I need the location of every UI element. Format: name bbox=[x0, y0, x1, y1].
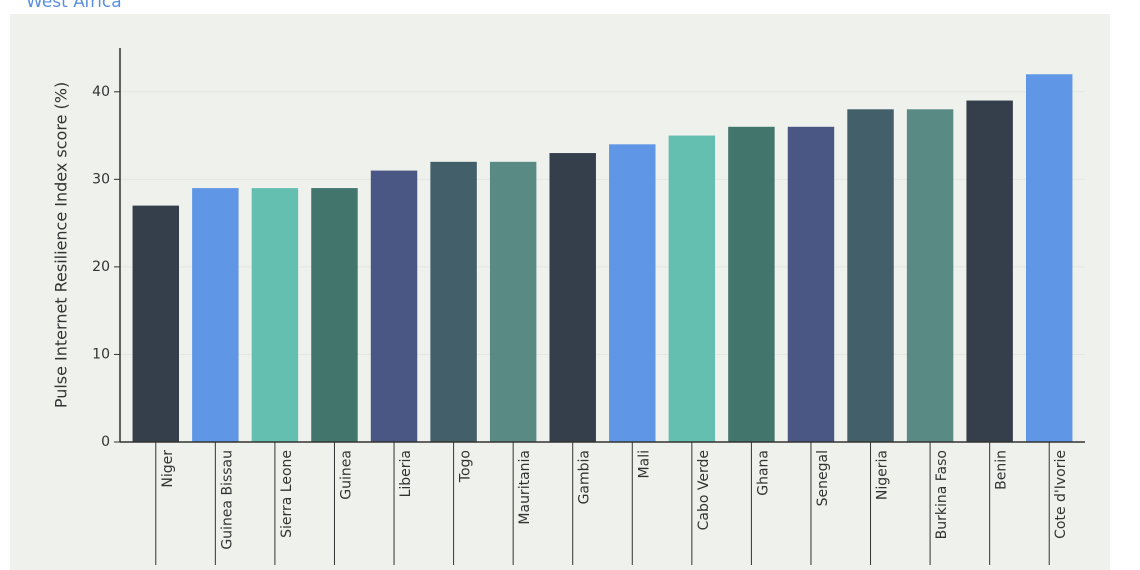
x-tick-label: Mali bbox=[636, 450, 652, 478]
x-tick-label: Mauritania bbox=[517, 450, 533, 525]
bar bbox=[609, 144, 656, 443]
y-tick-label: 20 bbox=[92, 259, 110, 275]
bar bbox=[549, 153, 596, 443]
x-tick-label: Nigeria bbox=[875, 450, 891, 500]
y-tick-label: 10 bbox=[92, 346, 110, 362]
y-axis-label: Pulse Internet Resilience Index score (%… bbox=[52, 82, 71, 408]
bar bbox=[192, 188, 239, 442]
y-tick-label: 0 bbox=[101, 434, 110, 450]
x-tick-label: Liberia bbox=[398, 450, 414, 497]
x-tick-label: Senegal bbox=[815, 450, 831, 506]
x-tick-label: Ghana bbox=[755, 450, 771, 496]
bar bbox=[847, 109, 894, 443]
bar bbox=[489, 161, 537, 443]
bar bbox=[430, 161, 477, 443]
bar bbox=[311, 188, 358, 442]
chart-title: West Africa bbox=[26, 0, 122, 12]
y-tick-label: 40 bbox=[92, 84, 110, 100]
bar bbox=[1025, 74, 1073, 443]
bar bbox=[966, 100, 1013, 443]
x-tick-label: Niger bbox=[160, 450, 176, 488]
bar bbox=[668, 135, 716, 443]
x-tick-label: Burkina Faso bbox=[934, 450, 950, 539]
bar bbox=[132, 205, 180, 442]
x-tick-label: Benin bbox=[994, 450, 1010, 490]
x-tick-label: Togo bbox=[458, 450, 474, 483]
bar bbox=[787, 126, 835, 443]
x-tick-label: Gambia bbox=[577, 450, 593, 504]
x-tick-label: Sierra Leone bbox=[279, 450, 295, 538]
bar bbox=[251, 188, 299, 442]
x-tick-label: Cote d'Ivorie bbox=[1053, 450, 1069, 539]
bar bbox=[906, 109, 954, 443]
x-tick-label: Guinea Bissau bbox=[219, 450, 235, 550]
bar bbox=[728, 126, 775, 443]
y-tick-label: 30 bbox=[92, 171, 110, 187]
x-tick-label: Cabo Verde bbox=[696, 450, 712, 530]
bar bbox=[370, 170, 418, 443]
x-tick-label: Guinea bbox=[338, 450, 354, 500]
